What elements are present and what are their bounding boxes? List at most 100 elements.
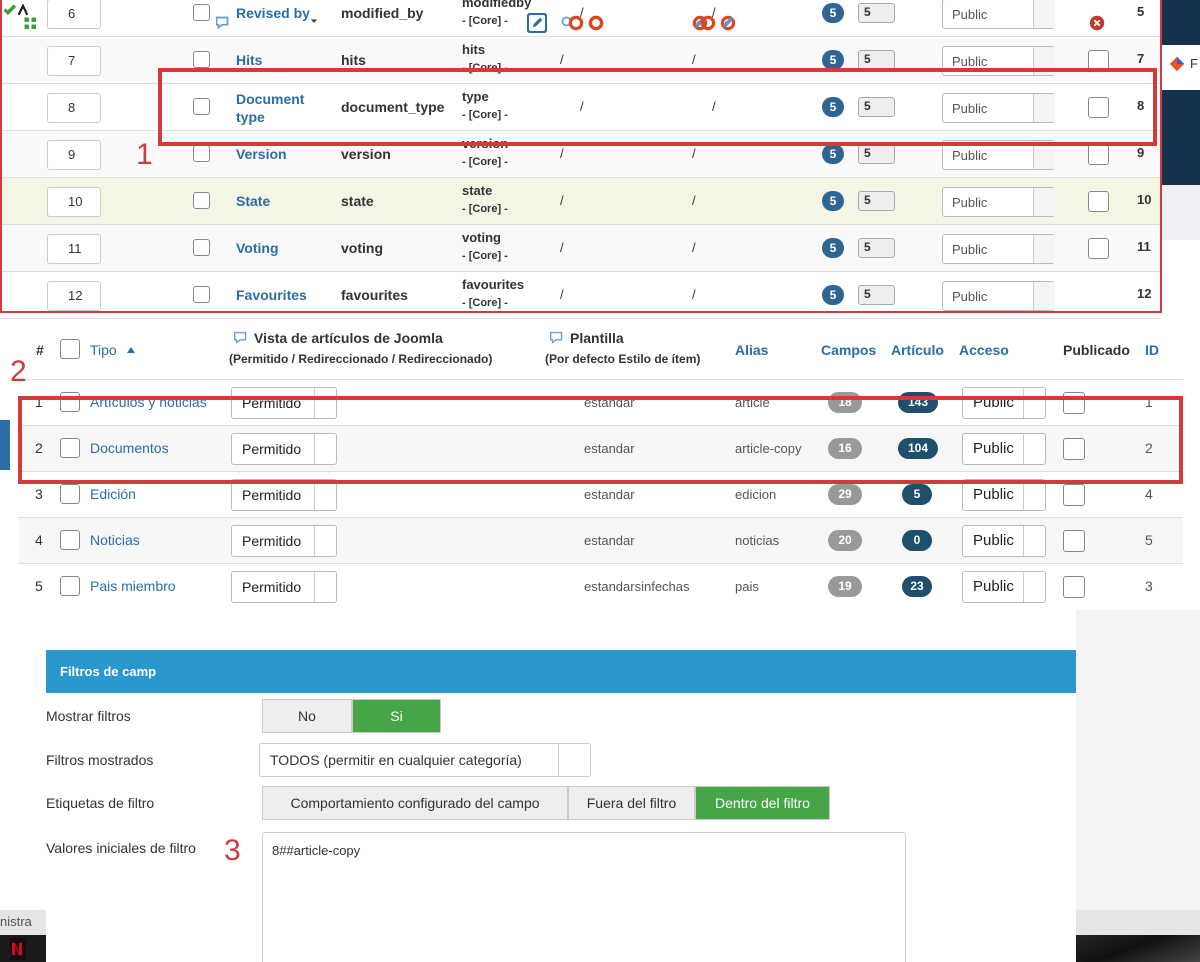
separator: / <box>712 99 716 114</box>
row-checkbox <box>60 530 80 550</box>
order-input: 10 <box>47 187 101 217</box>
view-select: Permitido <box>231 387 337 419</box>
access-text: Public <box>952 148 988 163</box>
articles-badge: 23 <box>902 576 932 597</box>
annotation-box-2 <box>18 396 1183 484</box>
row-checkbox <box>193 192 210 209</box>
field-id: 12 <box>1137 286 1152 301</box>
status-icon <box>568 15 584 31</box>
toggle-button: Comportamiento configurado del campo <box>262 786 568 820</box>
chat-icon <box>214 14 232 32</box>
order-input: 7 <box>47 46 101 76</box>
header-template: Plantilla <box>570 330 624 346</box>
status-icon <box>720 15 736 31</box>
access-select: Public <box>962 387 1046 419</box>
template-name: estandar <box>584 487 635 502</box>
level-text: 5 <box>864 52 871 66</box>
field-name: favourites <box>341 287 408 303</box>
field-row: 8 Document type document_type type - [Core] … <box>0 84 1162 131</box>
separator: / <box>712 5 716 20</box>
access-select: Public <box>962 479 1046 511</box>
order-input: 9 <box>47 140 101 170</box>
arrow-icon <box>310 12 318 23</box>
field-id: 8 <box>1137 98 1145 113</box>
order-text: 6 <box>68 6 76 21</box>
order-input: 11 <box>47 234 101 264</box>
level-box: 5 <box>858 238 895 258</box>
field-row: 10 State state state - [Core] - / / 5 5 Public 10 <box>0 178 1162 225</box>
access-text: Public <box>973 578 1014 595</box>
view-text: Permitido <box>242 441 302 457</box>
row-checkbox <box>193 4 210 21</box>
select-arrow <box>1023 434 1046 464</box>
row-checkbox <box>193 98 210 115</box>
row-checkbox <box>60 438 80 458</box>
row-num: 1 <box>35 394 43 410</box>
netflix-n <box>10 939 24 959</box>
select-arrow <box>1023 572 1046 602</box>
annotation-box-1-frame <box>0 0 1162 313</box>
header-fields: Campos <box>821 342 877 358</box>
type-id: 4 <box>1145 486 1153 502</box>
separator: / <box>580 5 584 20</box>
row-checkbox <box>60 484 80 504</box>
badge: 5 <box>822 3 844 23</box>
annotation-box-1 <box>158 68 1157 146</box>
separator: / <box>560 146 564 161</box>
select-arrow <box>1033 0 1055 28</box>
separator: / <box>560 193 564 208</box>
fields-badge: 16 <box>828 438 862 459</box>
field-id: 11 <box>1137 239 1151 254</box>
published-box <box>1063 438 1085 460</box>
field-type: modifiedby <box>462 0 532 10</box>
shown-text: TODOS (permitir en cualquier categoría) <box>270 752 522 768</box>
order-input: 6 <box>47 0 101 29</box>
header-type: Tipo <box>90 342 117 358</box>
select-arrow <box>314 526 337 556</box>
field-type: state <box>462 183 493 198</box>
access-select: Public <box>962 525 1046 557</box>
access-select: Public <box>942 281 1055 311</box>
panel-header: Filtros de camp <box>46 650 1076 693</box>
view-text: Permitido <box>242 579 302 595</box>
row-checkbox <box>193 286 210 303</box>
access-select: Public <box>942 0 1055 29</box>
field-label: Version <box>236 146 287 162</box>
template-name: estandarsinfechas <box>584 579 690 594</box>
type-name: Documentos <box>90 440 169 456</box>
template-name: estandar <box>584 533 635 548</box>
annotation-3: 3 <box>224 834 241 867</box>
separator: / <box>560 240 564 255</box>
order-text: 11 <box>68 241 82 256</box>
template-name: estandar <box>584 441 635 456</box>
form-label: Filtros mostrados <box>46 752 154 768</box>
select-arrow <box>1023 480 1046 510</box>
access-text: Public <box>952 7 988 22</box>
type-id: 2 <box>1145 440 1153 456</box>
field-group: - [Core] - <box>462 15 508 27</box>
status-bar <box>0 910 46 935</box>
select-arrow <box>1033 94 1055 122</box>
access-text: Public <box>973 440 1014 457</box>
select-arrow <box>1033 188 1055 216</box>
order-text: 12 <box>68 288 83 303</box>
articles-badge: 5 <box>902 484 932 505</box>
alias-text: article-copy <box>735 441 802 456</box>
type-name: Edición <box>90 486 136 502</box>
access-select: Public <box>962 433 1046 465</box>
type-name: Pais miembro <box>90 578 176 594</box>
field-name: voting <box>341 240 383 256</box>
header-num: # <box>36 342 44 358</box>
field-name: state <box>341 193 374 209</box>
access-select: Public <box>942 93 1055 123</box>
access-select: Public <box>942 187 1055 217</box>
field-type: favourites <box>462 277 525 292</box>
row-checkbox <box>193 239 210 256</box>
published-box <box>1088 191 1109 212</box>
type-row: 4 Noticias Permitido estandar noticias 20 0 Pub… <box>18 517 1183 563</box>
view-text: Permitido <box>242 487 302 503</box>
chat-icon <box>548 329 566 347</box>
separator: / <box>692 287 696 302</box>
type-id: 5 <box>1145 532 1153 548</box>
